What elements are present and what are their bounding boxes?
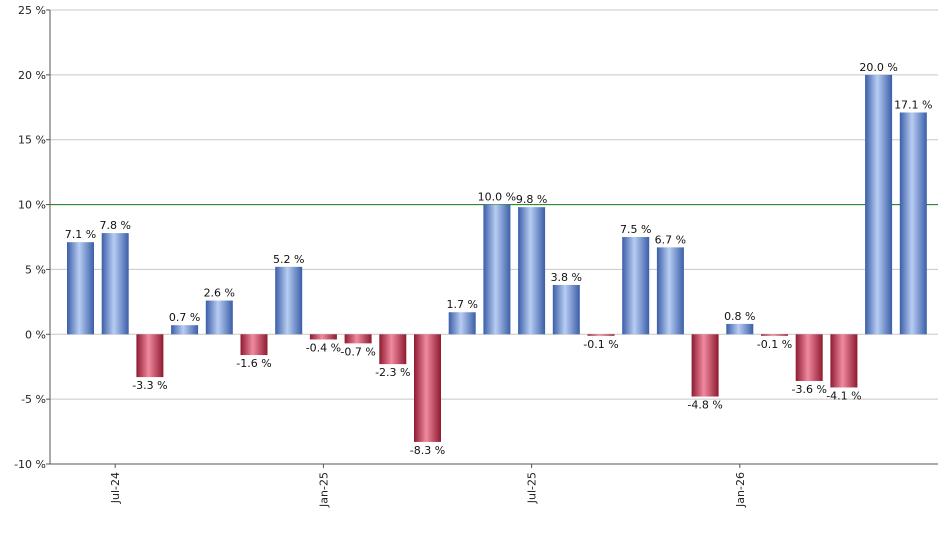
data-label: -2.3 % (375, 366, 410, 379)
bar (67, 242, 94, 335)
bar (136, 334, 164, 378)
data-label: 20.0 % (859, 61, 897, 74)
data-label: -3.3 % (132, 379, 167, 392)
data-label: 5.2 % (273, 253, 304, 266)
bar (865, 74, 893, 335)
bars (67, 74, 927, 442)
y-tick-label: -10 % (14, 458, 46, 471)
data-labels: 7.1 %7.8 % -3.3 % 0.7 % 2.6 % -1.6 % 5.2 % -0.… (65, 61, 933, 457)
data-label: 7.1 % (65, 228, 96, 241)
y-tick-label: 25 % (18, 4, 46, 17)
bar (344, 334, 372, 344)
y-tick-label: 5 % (25, 263, 46, 276)
data-label: 0.8 % (724, 310, 755, 323)
bar (448, 312, 476, 335)
bar (379, 334, 407, 365)
data-label: 6.7 % (655, 233, 686, 246)
axes: -10 % -5 % 0 % 5 % 10 % 15 % 20 % 25 % Jul-24 Jan… (14, 4, 938, 508)
bar (240, 334, 268, 356)
data-label: 9.8 % (516, 193, 547, 206)
x-tick-label: Jan-25 (317, 472, 330, 508)
bar (587, 334, 615, 336)
data-label: -8.3 % (410, 444, 445, 457)
data-label: 17.1 % (894, 98, 932, 111)
bar (795, 334, 823, 381)
bar (726, 323, 754, 335)
data-label: -4.1 % (826, 389, 861, 402)
data-label: -4.8 % (687, 399, 722, 412)
bar (518, 207, 546, 335)
bar (691, 334, 719, 397)
bar (101, 233, 129, 335)
bar (656, 247, 684, 335)
bar (761, 334, 788, 336)
data-label: -0.1 % (757, 338, 792, 351)
data-label: 10.0 % (478, 191, 516, 204)
data-label: 2.6 % (204, 287, 235, 300)
bar (205, 300, 233, 335)
data-label: -1.6 % (236, 357, 271, 370)
x-tick-label: Jul-25 (526, 472, 539, 504)
data-label: 1.7 % (446, 298, 477, 311)
data-label: -0.7 % (340, 345, 375, 358)
data-label: 7.8 % (99, 219, 130, 232)
y-tick-label: -5 % (21, 393, 46, 406)
data-label: 7.5 % (620, 223, 651, 236)
data-label: 0.7 % (169, 311, 200, 324)
bar (622, 237, 650, 335)
x-tick-label: Jan-26 (734, 472, 747, 508)
data-label: -0.1 % (583, 338, 618, 351)
data-label: -0.4 % (306, 341, 341, 354)
bar (552, 284, 580, 335)
y-tick-label: 15 % (18, 134, 46, 147)
bar (275, 266, 303, 335)
y-tick-label: 10 % (18, 199, 46, 212)
x-tick-label: Jul-24 (109, 472, 122, 504)
bar (830, 334, 858, 388)
y-tick-label: 20 % (18, 69, 46, 82)
data-label: -3.6 % (791, 383, 826, 396)
bar (899, 112, 927, 335)
bar (309, 334, 337, 340)
y-tick-label: 0 % (25, 328, 46, 341)
data-label: 3.8 % (551, 271, 582, 284)
bar (414, 334, 441, 442)
bar (171, 325, 199, 335)
bar (483, 204, 511, 335)
